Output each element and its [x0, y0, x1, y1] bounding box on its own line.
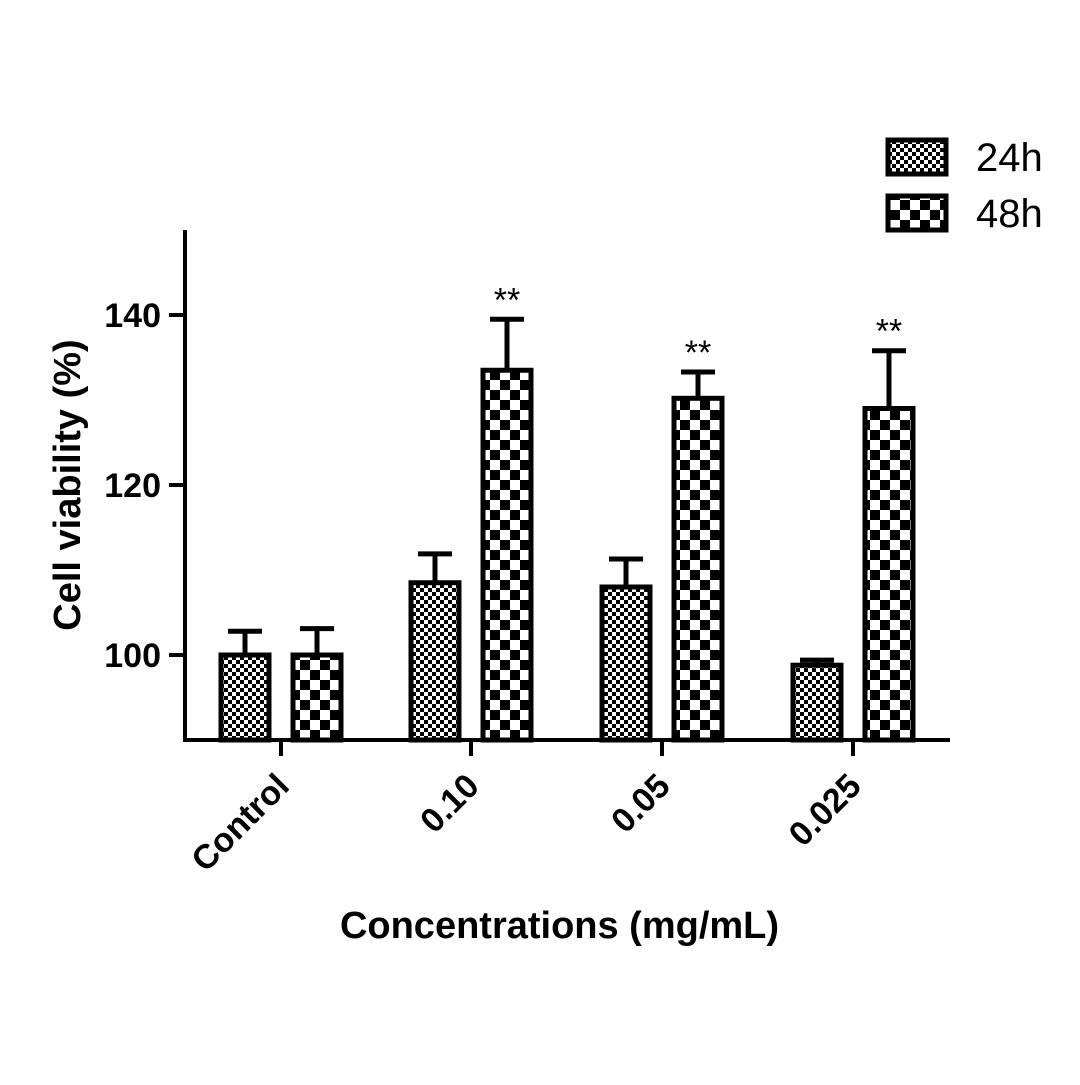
significance-label-0-025: **: [876, 313, 902, 351]
bar-48h-0-10: [480, 367, 534, 743]
y-tick-label-100: 100: [104, 637, 161, 675]
bar-48h-0-025: [862, 406, 916, 743]
significance-label-0-10: **: [494, 281, 520, 319]
x-tick-label-0-10: 0.10: [413, 767, 487, 841]
x-axis-title: Concentrations (mg/mL): [340, 905, 779, 947]
bar-24h-control: [218, 652, 272, 743]
legend-label-48h: 48h: [976, 192, 1043, 236]
y-tick-label-120: 120: [104, 467, 161, 505]
labels-layer: ** ** ** 100 120 140 Control 0.10 0.05 0.025 Conce…: [47, 281, 902, 947]
bars-layer: [218, 316, 916, 743]
axes-layer: [169, 230, 950, 756]
bar-24h-0-10: [408, 580, 462, 743]
bar-24h-0-025: [790, 662, 844, 743]
bar-48h-0-05: [671, 395, 725, 743]
y-axis-title: Cell viability (%): [47, 339, 89, 630]
bar-24h-0-05: [599, 584, 653, 743]
bar-48h-control: [290, 652, 344, 743]
x-tick-label-control: Control: [184, 767, 296, 879]
legend-swatch-24h: [885, 137, 949, 177]
x-tick-label-0-05: 0.05: [604, 767, 678, 841]
x-tick-label-0-025: 0.025: [782, 767, 869, 854]
legend-label-24h: 24h: [976, 136, 1043, 180]
legend-swatch-48h: [885, 193, 949, 233]
significance-label-0-05: **: [685, 334, 711, 372]
y-tick-label-140: 140: [104, 297, 161, 335]
